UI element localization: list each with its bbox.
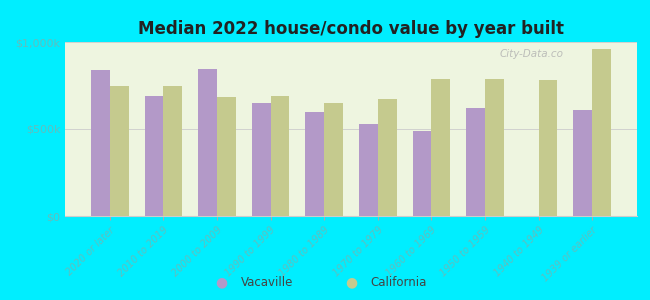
Text: Vacaville: Vacaville bbox=[240, 275, 293, 289]
Bar bbox=[432, 80, 450, 216]
Bar bbox=[252, 103, 270, 216]
Bar bbox=[378, 98, 396, 216]
Bar bbox=[539, 80, 558, 216]
Bar bbox=[359, 124, 378, 216]
Text: ●: ● bbox=[215, 275, 227, 289]
Text: ●: ● bbox=[345, 275, 357, 289]
Bar bbox=[324, 103, 343, 216]
Bar bbox=[198, 69, 217, 216]
Bar bbox=[217, 97, 236, 216]
Bar bbox=[485, 80, 504, 216]
Bar bbox=[573, 110, 592, 216]
Bar bbox=[144, 96, 163, 216]
Bar bbox=[163, 85, 182, 216]
Bar bbox=[110, 86, 129, 216]
Bar bbox=[306, 112, 324, 216]
Text: California: California bbox=[370, 275, 427, 289]
Bar bbox=[270, 96, 289, 216]
Bar bbox=[413, 131, 432, 216]
Text: City-Data.co: City-Data.co bbox=[500, 49, 564, 59]
Bar bbox=[592, 49, 611, 216]
Title: Median 2022 house/condo value by year built: Median 2022 house/condo value by year bu… bbox=[138, 20, 564, 38]
Bar bbox=[91, 70, 110, 216]
Bar bbox=[466, 108, 485, 216]
